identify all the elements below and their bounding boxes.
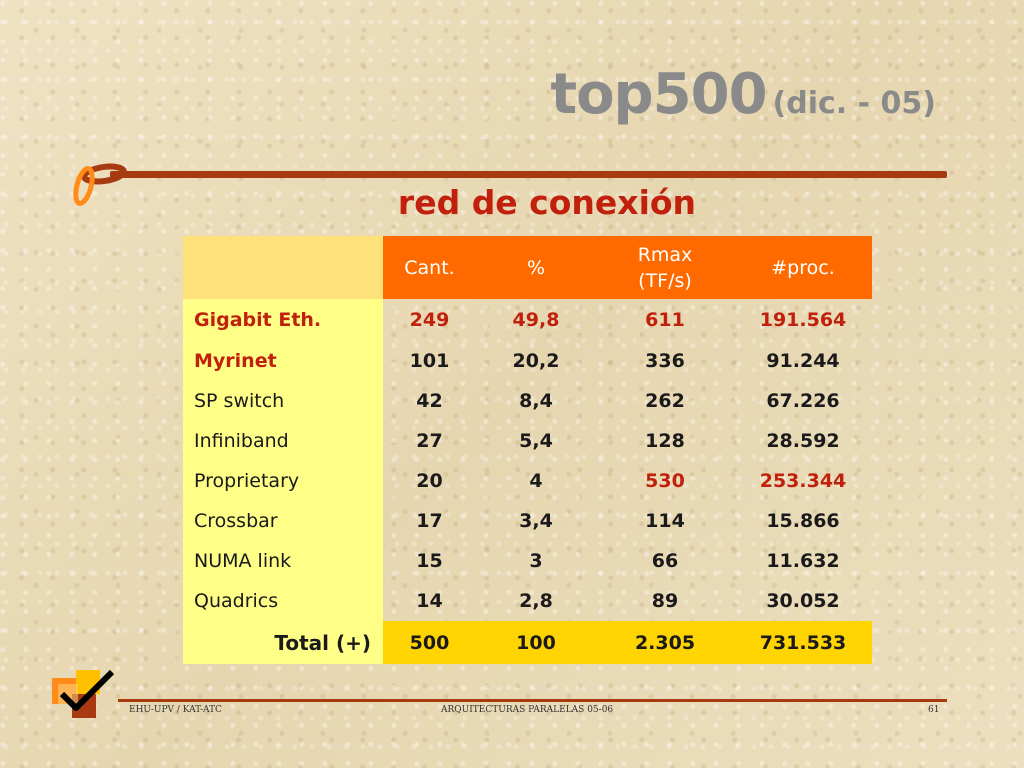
row-label: Crossbar <box>183 501 383 541</box>
interconnect-table: Cant.% Rmax (TF/s) #proc. Gigabit Eth. 249 49… <box>183 236 872 664</box>
column-header: Cant. <box>383 236 476 299</box>
table-cell: 66 <box>651 550 679 572</box>
table-cell: 17 <box>416 510 443 532</box>
slide-title-suffix: (dic. - 05) <box>772 86 936 121</box>
slide-subtitle: red de conexión <box>397 183 697 222</box>
slide-title-main: top500 <box>550 62 767 127</box>
column-header: #proc. <box>734 236 872 299</box>
column-header: % <box>476 236 596 299</box>
table-cell: 249 <box>409 309 450 331</box>
row-label: Infiniband <box>183 421 383 461</box>
table-cell: 611 <box>645 309 685 331</box>
checkmark-logo-icon <box>52 669 115 718</box>
header-blank <box>183 236 383 299</box>
footer-page-number: 61 <box>928 705 940 715</box>
row-label: Quadrics <box>183 581 383 621</box>
table-cell: 128 <box>645 430 685 452</box>
table-cell: 15.866 <box>766 510 840 532</box>
total-cell: 100 <box>476 621 596 664</box>
column-header: Rmax (TF/s) <box>596 236 734 299</box>
title-rule <box>110 171 947 178</box>
table-cell: 5,4 <box>519 430 553 452</box>
table-cell: 14 <box>416 590 443 612</box>
table-cell: 67.226 <box>766 390 840 412</box>
table-cell: 15 <box>416 550 443 572</box>
table-cell: 4 <box>529 470 543 492</box>
table-cell: 191.564 <box>759 309 847 331</box>
row-label: Gigabit Eth. <box>183 299 383 341</box>
table-cell: 530 <box>645 470 685 492</box>
table-cell: 49,8 <box>512 309 560 331</box>
table-cell: 3 <box>529 550 543 572</box>
footer-left: EHU-UPV / KAT-ATC <box>129 705 222 715</box>
table-cell: 101 <box>409 350 450 372</box>
table-cell: 11.632 <box>766 550 840 572</box>
row-label: Proprietary <box>183 461 383 501</box>
table-cell: 2,8 <box>519 590 553 612</box>
table-cell: 42 <box>416 390 443 412</box>
footer-rule <box>118 699 947 702</box>
table-cell: 27 <box>416 430 443 452</box>
total-cell: 2.305 <box>596 621 734 664</box>
row-label: SP switch <box>183 381 383 421</box>
table-cell: 3,4 <box>519 510 553 532</box>
total-label: Total (+) <box>183 621 383 664</box>
footer-center: ARQUITECTURAS PARALELAS 05-06 <box>441 705 614 715</box>
row-label: NUMA link <box>183 541 383 581</box>
table-cell: 91.244 <box>766 350 840 372</box>
table-cell: 114 <box>645 510 685 532</box>
table-cell: 336 <box>645 350 685 372</box>
total-cell: 731.533 <box>734 621 872 664</box>
table-cell: 28.592 <box>766 430 840 452</box>
row-label: Myrinet <box>183 341 383 381</box>
table-cell: 30.052 <box>766 590 840 612</box>
table-cell: 20,2 <box>512 350 560 372</box>
table-cell: 8,4 <box>519 390 553 412</box>
table-cell: 89 <box>651 590 679 612</box>
slide-title: top500 (dic. - 05) <box>550 62 936 127</box>
table-cell: 20 <box>416 470 443 492</box>
table-cell: 262 <box>645 390 685 412</box>
table-cell: 253.344 <box>759 470 847 492</box>
total-cell: 500 <box>383 621 476 664</box>
